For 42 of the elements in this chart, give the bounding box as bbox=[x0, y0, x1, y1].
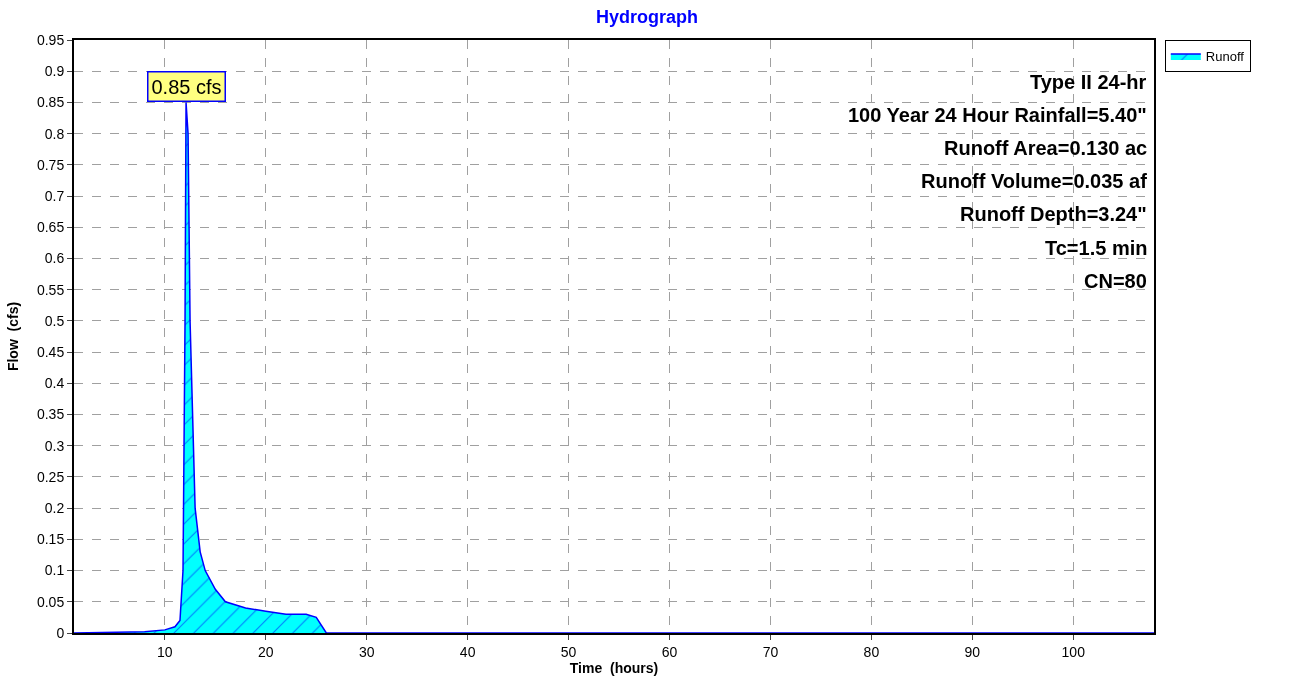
annotation: Type II 24-hr bbox=[1030, 71, 1147, 93]
y-tick-label: 0.7 bbox=[44, 187, 65, 204]
y-tick-label: 0.8 bbox=[44, 125, 65, 142]
x-tick-label: 10 bbox=[157, 643, 173, 660]
y-tick-label: 0.45 bbox=[36, 344, 65, 361]
y-tick-label: 0.3 bbox=[44, 437, 65, 454]
x-tick-label: 80 bbox=[863, 643, 880, 660]
annotation: Runoff Volume=0.035 af bbox=[921, 170, 1148, 192]
x-tick-label: 70 bbox=[762, 643, 779, 660]
chart-title: Hydrograph bbox=[595, 6, 699, 27]
y-tick-label: 0.95 bbox=[36, 31, 65, 48]
x-tick-label: 100 bbox=[1061, 643, 1086, 660]
y-tick-label: 0.85 bbox=[36, 94, 65, 111]
y-tick-label: 0.25 bbox=[36, 468, 65, 485]
y-tick-label: 0.6 bbox=[44, 250, 65, 267]
annotation: CN=80 bbox=[1084, 270, 1147, 292]
y-tick-label: 0 bbox=[56, 624, 65, 641]
y-tick-label: 0.2 bbox=[44, 500, 65, 517]
y-tick-label: 0.65 bbox=[36, 219, 65, 236]
y-tick-label: 0.75 bbox=[36, 156, 65, 173]
y-tick-label: 0.9 bbox=[44, 63, 65, 80]
legend-label: Runoff bbox=[1205, 49, 1245, 65]
annotation: Runoff Depth=3.24" bbox=[960, 203, 1147, 225]
x-tick-label: 90 bbox=[964, 643, 981, 660]
y-tick-label: 0.55 bbox=[36, 281, 65, 298]
x-tick-label: 40 bbox=[459, 643, 476, 660]
x-tick-label: 50 bbox=[560, 643, 577, 660]
y-tick-label: 0.4 bbox=[44, 375, 65, 392]
y-tick-label: 0.05 bbox=[36, 593, 65, 610]
annotation: Runoff Area=0.130 ac bbox=[944, 137, 1148, 159]
x-tick-label: 20 bbox=[257, 643, 274, 660]
annotation: 0.85 cfs bbox=[151, 75, 222, 98]
y-tick-label: 0.35 bbox=[36, 406, 65, 423]
y-tick-label: 0.1 bbox=[44, 562, 65, 579]
y-tick-label: 0.15 bbox=[36, 531, 65, 548]
x-tick-label: 60 bbox=[661, 643, 678, 660]
x-axis-title: Time (hours) bbox=[569, 659, 659, 676]
y-tick-label: 0.5 bbox=[44, 312, 65, 329]
y-axis-title: Flow (cfs) bbox=[5, 301, 22, 372]
x-tick-label: 30 bbox=[358, 643, 375, 660]
annotation: Tc=1.5 min bbox=[1045, 237, 1148, 259]
annotation: 100 Year 24 Hour Rainfall=5.40" bbox=[848, 104, 1147, 126]
